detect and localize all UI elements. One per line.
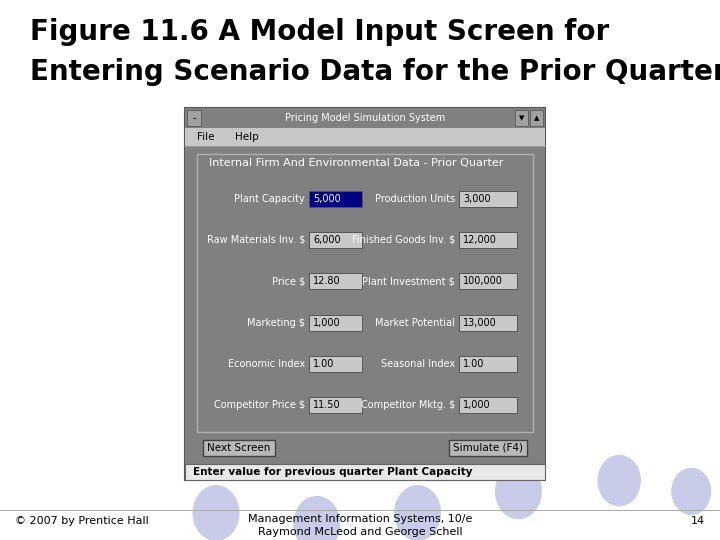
Text: © 2007 by Prentice Hall: © 2007 by Prentice Hall xyxy=(15,516,149,526)
Text: 1.00: 1.00 xyxy=(463,359,485,369)
Text: 100,000: 100,000 xyxy=(463,276,503,286)
Bar xyxy=(309,273,362,289)
Bar xyxy=(459,273,517,289)
Text: Simulate (F4): Simulate (F4) xyxy=(453,443,523,453)
Text: Internal Firm And Environmental Data - Prior Quarter: Internal Firm And Environmental Data - P… xyxy=(209,158,503,168)
Bar xyxy=(309,232,362,248)
Text: 12,000: 12,000 xyxy=(463,235,497,245)
Bar xyxy=(309,397,362,413)
Bar xyxy=(530,110,543,126)
Text: Price $: Price $ xyxy=(271,276,305,286)
Text: 5,000: 5,000 xyxy=(313,194,341,204)
Text: 1,000: 1,000 xyxy=(313,318,341,328)
Bar xyxy=(449,440,527,456)
Bar xyxy=(459,232,517,248)
Ellipse shape xyxy=(598,456,640,505)
Bar xyxy=(459,191,517,207)
Text: Help: Help xyxy=(235,132,258,142)
Bar xyxy=(185,108,545,128)
Bar xyxy=(309,356,362,372)
Text: Management Information Systems, 10/e
Raymond McLeod and George Schell: Management Information Systems, 10/e Ray… xyxy=(248,514,472,537)
Ellipse shape xyxy=(395,486,441,540)
Text: 1,000: 1,000 xyxy=(463,400,490,410)
Text: Pricing Model Simulation System: Pricing Model Simulation System xyxy=(285,113,445,123)
Text: 11.50: 11.50 xyxy=(313,400,341,410)
Text: -: - xyxy=(192,113,196,123)
Ellipse shape xyxy=(495,464,541,518)
Text: 1.00: 1.00 xyxy=(313,359,334,369)
Text: 13,000: 13,000 xyxy=(463,318,497,328)
Text: Economic Index: Economic Index xyxy=(228,359,305,369)
Text: 14: 14 xyxy=(691,516,705,526)
Bar xyxy=(197,154,533,432)
Bar xyxy=(309,191,362,207)
Text: 12.80: 12.80 xyxy=(313,276,341,286)
Bar xyxy=(459,397,517,413)
Text: File: File xyxy=(197,132,215,142)
Text: Next Screen: Next Screen xyxy=(207,443,271,453)
Bar xyxy=(459,356,517,372)
Text: Figure 11.6 A Model Input Screen for: Figure 11.6 A Model Input Screen for xyxy=(30,18,609,46)
Text: ▲: ▲ xyxy=(534,115,539,121)
Text: 3,000: 3,000 xyxy=(463,194,490,204)
Text: Production Units: Production Units xyxy=(374,194,455,204)
Bar xyxy=(185,464,545,480)
Text: 6,000: 6,000 xyxy=(313,235,341,245)
Bar xyxy=(185,128,545,146)
Text: Competitor Mktg. $: Competitor Mktg. $ xyxy=(361,400,455,410)
Bar xyxy=(459,315,517,330)
Text: Market Potential: Market Potential xyxy=(375,318,455,328)
Bar xyxy=(187,110,201,126)
Ellipse shape xyxy=(294,497,340,540)
Text: Enter value for previous quarter Plant Capacity: Enter value for previous quarter Plant C… xyxy=(193,467,472,477)
Bar xyxy=(185,146,545,480)
Bar xyxy=(515,110,528,126)
Text: Marketing $: Marketing $ xyxy=(247,318,305,328)
Text: Raw Materials Inv. $: Raw Materials Inv. $ xyxy=(207,235,305,245)
Text: Entering Scenario Data for the Prior Quarter: Entering Scenario Data for the Prior Qua… xyxy=(30,58,720,86)
Ellipse shape xyxy=(193,486,239,540)
Text: Seasonal Index: Seasonal Index xyxy=(381,359,455,369)
Bar xyxy=(309,315,362,330)
Text: Plant Capacity: Plant Capacity xyxy=(234,194,305,204)
Text: Plant Investment $: Plant Investment $ xyxy=(362,276,455,286)
Bar xyxy=(203,440,275,456)
Ellipse shape xyxy=(672,468,711,515)
Bar xyxy=(185,108,545,480)
Text: Competitor Price $: Competitor Price $ xyxy=(214,400,305,410)
Text: Finished Goods Inv. $: Finished Goods Inv. $ xyxy=(352,235,455,245)
Text: ▼: ▼ xyxy=(519,115,524,121)
